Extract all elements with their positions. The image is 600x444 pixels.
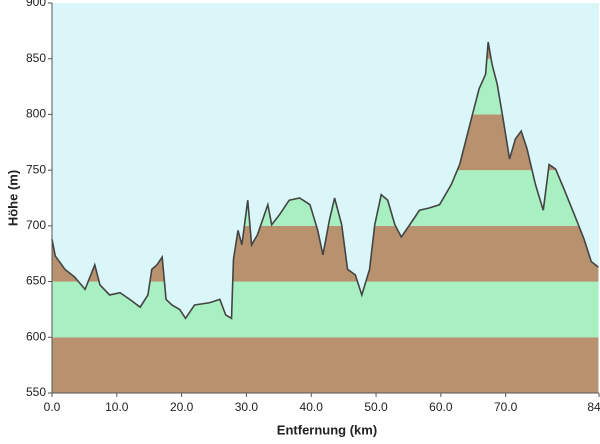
y-tick-label: 900 bbox=[26, 0, 46, 9]
y-tick-label: 700 bbox=[26, 218, 46, 232]
y-tick-label: 850 bbox=[26, 51, 46, 65]
x-tick-label: 70.0 bbox=[494, 400, 518, 414]
elevation-band bbox=[52, 337, 599, 393]
x-tick-label: 84.4 bbox=[587, 400, 600, 414]
x-tick-label: 30.0 bbox=[235, 400, 259, 414]
x-tick-label: 60.0 bbox=[429, 400, 453, 414]
y-tick-label: 600 bbox=[26, 329, 46, 343]
y-tick-label: 800 bbox=[26, 107, 46, 121]
x-tick-label: 40.0 bbox=[300, 400, 324, 414]
x-tick-label: 50.0 bbox=[364, 400, 388, 414]
x-axis-title: Entfernung (km) bbox=[277, 422, 377, 437]
x-tick-label: 10.0 bbox=[105, 400, 129, 414]
y-tick-label: 550 bbox=[26, 385, 46, 399]
x-tick-label: 20.0 bbox=[170, 400, 194, 414]
profile-line bbox=[51, 41, 599, 320]
x-tick-label: 0.0 bbox=[44, 400, 61, 414]
y-tick-label: 650 bbox=[26, 274, 46, 288]
y-tick-label: 750 bbox=[26, 162, 46, 176]
y-axis-title: Höhe (m) bbox=[5, 170, 20, 226]
